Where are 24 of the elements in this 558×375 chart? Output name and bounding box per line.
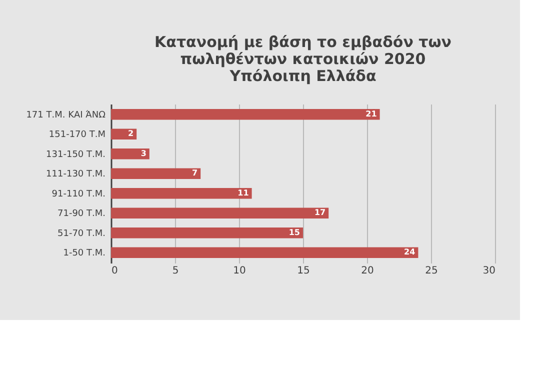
y-tick-label: 91-110 Τ.Μ.	[52, 189, 106, 200]
x-tick-label: 25	[425, 266, 438, 276]
y-tick-label: 151-170 Τ.Μ	[48, 130, 106, 140]
x-tick-label: 0	[112, 266, 118, 276]
y-tick-label: 111-130 Τ.Μ.	[46, 170, 106, 180]
chart-title: Κατανομή με βάση το εμβαδόν των πωληθέντων κατοικιών 2020 Υπόλοιπη Ελλάδα	[154, 33, 452, 85]
data-label: 15	[288, 228, 300, 237]
y-tick-label: 51-70 Τ.Μ.	[58, 228, 106, 239]
data-label: 17	[314, 208, 326, 218]
x-tick-label: 5	[172, 266, 179, 276]
y-tick-label: 71-90 Τ.Μ.	[58, 209, 106, 220]
data-label: 24	[404, 248, 416, 257]
y-tick-label: 131-150 Τ.Μ.	[46, 150, 106, 160]
x-tick-label: 30	[482, 266, 496, 276]
y-tick-label: 171 Τ.Μ. ΚΑΙ ΆΝΩ	[26, 109, 106, 120]
data-label: 11	[238, 188, 250, 198]
x-tick-label: 20	[361, 266, 374, 276]
data-label: 7	[192, 168, 198, 178]
x-tick-label: 10	[233, 266, 246, 276]
x-tick-label: 15	[297, 266, 310, 276]
y-tick-label: 1-50 Τ.Μ.	[63, 248, 106, 259]
data-label: 3	[140, 148, 146, 158]
data-label: 2	[128, 129, 134, 138]
data-label: 21	[366, 109, 378, 118]
